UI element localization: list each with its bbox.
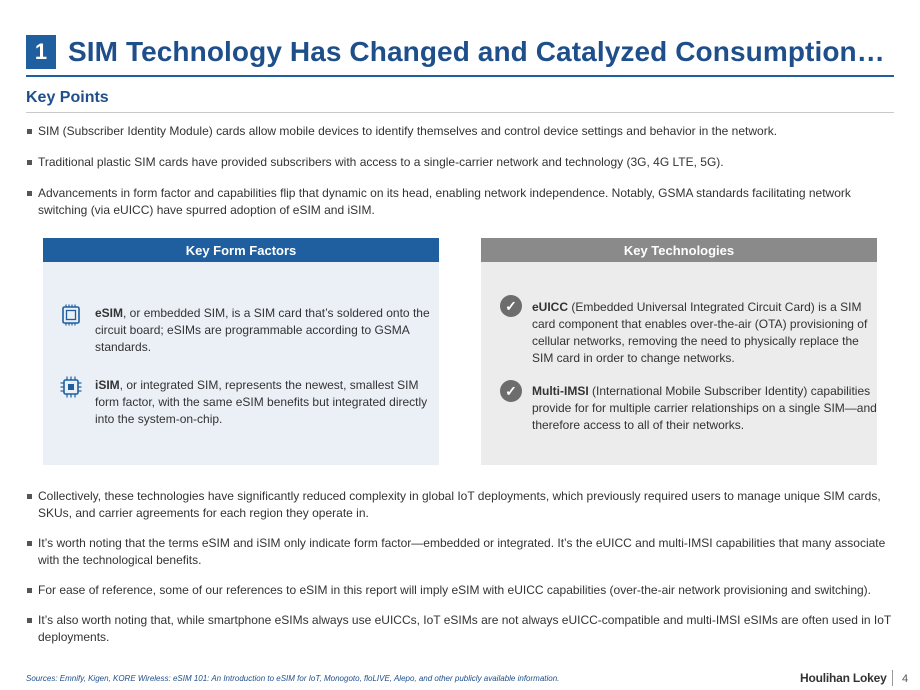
bullet-square-icon — [27, 541, 32, 546]
footer-divider — [892, 670, 893, 686]
slide-title: SIM Technology Has Changed and Catalyzed… — [68, 36, 885, 67]
key-points-divider — [26, 112, 894, 113]
bullet-square-icon — [27, 588, 32, 593]
technologies-panel: Key Technologies ✓ eUICC (Embedded Unive… — [481, 238, 877, 465]
isim-description: iSIM, or integrated SIM, represents the … — [95, 378, 428, 426]
page-number: 4 — [902, 673, 909, 685]
list-item: It’s worth noting that the terms eSIM an… — [26, 535, 894, 569]
chip-icon — [60, 376, 82, 403]
form-factors-panel: Key Form Factors eSIM, or embedded SIM, … — [43, 238, 439, 465]
sim-card-icon — [60, 304, 82, 331]
summary-list: Collectively, these technologies have si… — [26, 488, 894, 659]
bullet-square-icon — [27, 160, 32, 165]
esim-description: eSIM, or embedded SIM, is a SIM card tha… — [95, 306, 430, 354]
list-item: SIM (Subscriber Identity Module) cards a… — [26, 123, 894, 140]
key-points-list: SIM (Subscriber Identity Module) cards a… — [26, 123, 894, 233]
technologies-header: Key Technologies — [481, 238, 877, 262]
slide-title-bar: 1 SIM Technology Has Changed and Catalyz… — [26, 34, 885, 70]
bullet-square-icon — [27, 618, 32, 623]
slide-number-badge: 1 — [26, 35, 56, 69]
key-points-heading: Key Points — [26, 89, 109, 106]
euicc-description: eUICC (Embedded Universal Integrated Cir… — [532, 300, 868, 365]
list-item: Collectively, these technologies have si… — [26, 488, 894, 522]
list-item: For ease of reference, some of our refer… — [26, 582, 894, 599]
list-item: It’s also worth noting that, while smart… — [26, 612, 894, 646]
form-factors-header: Key Form Factors — [43, 238, 439, 262]
checkmark-icon: ✓ — [500, 380, 522, 402]
bullet-square-icon — [27, 129, 32, 134]
bullet-square-icon — [27, 494, 32, 499]
footer-sources: Sources: Emnify, Kigen, KORE Wireless: e… — [26, 674, 560, 683]
company-logo: Houlihan Lokey — [800, 671, 887, 685]
bullet-square-icon — [27, 191, 32, 196]
list-item: Advancements in form factor and capabili… — [26, 185, 894, 219]
multi-imsi-description: Multi-IMSI (International Mobile Subscri… — [532, 384, 877, 432]
title-divider — [26, 75, 894, 77]
list-item: Traditional plastic SIM cards have provi… — [26, 154, 894, 171]
checkmark-icon: ✓ — [500, 295, 522, 317]
